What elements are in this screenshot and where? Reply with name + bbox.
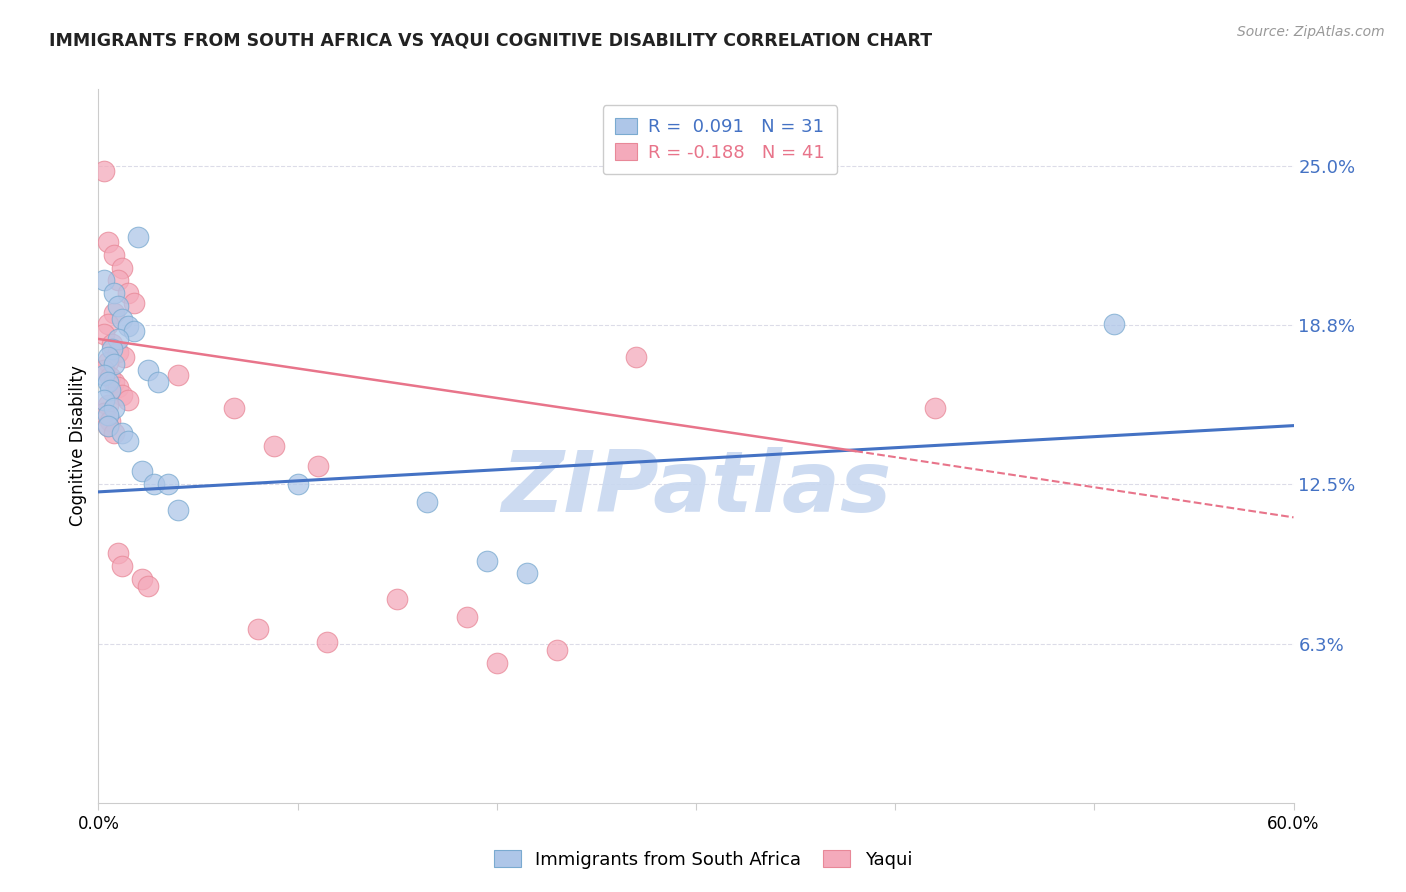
Point — [107, 546, 129, 560]
Point — [97, 418, 120, 433]
Legend: R =  0.091   N = 31, R = -0.188   N = 41: R = 0.091 N = 31, R = -0.188 N = 41 — [603, 105, 837, 175]
Point — [98, 383, 122, 397]
Point — [107, 273, 129, 287]
Text: IMMIGRANTS FROM SOUTH AFRICA VS YAQUI COGNITIVE DISABILITY CORRELATION CHART: IMMIGRANTS FROM SOUTH AFRICA VS YAQUI CO… — [49, 31, 932, 49]
Point — [117, 286, 139, 301]
Point — [103, 248, 125, 262]
Point — [97, 376, 120, 390]
Point — [485, 656, 508, 670]
Point — [93, 163, 115, 178]
Point — [111, 311, 134, 326]
Point — [93, 362, 115, 376]
Point — [107, 380, 129, 394]
Point — [103, 286, 125, 301]
Point — [136, 579, 159, 593]
Point — [112, 350, 135, 364]
Point — [131, 465, 153, 479]
Point — [97, 317, 120, 331]
Point — [111, 260, 134, 275]
Point — [97, 418, 120, 433]
Legend: Immigrants from South Africa, Yaqui: Immigrants from South Africa, Yaqui — [486, 843, 920, 876]
Point — [111, 426, 134, 441]
Point — [475, 554, 498, 568]
Point — [93, 406, 115, 420]
Point — [103, 376, 125, 390]
Y-axis label: Cognitive Disability: Cognitive Disability — [69, 366, 87, 526]
Point — [111, 558, 134, 573]
Point — [103, 306, 125, 320]
Point — [167, 502, 190, 516]
Point — [456, 609, 478, 624]
Point — [93, 273, 115, 287]
Point — [117, 393, 139, 408]
Point — [143, 477, 166, 491]
Point — [117, 319, 139, 334]
Point — [546, 643, 568, 657]
Point — [924, 401, 946, 415]
Point — [98, 370, 122, 384]
Point — [97, 235, 120, 249]
Point — [287, 477, 309, 491]
Point — [101, 342, 124, 356]
Point — [131, 572, 153, 586]
Point — [97, 350, 120, 364]
Point — [93, 368, 115, 382]
Point — [516, 566, 538, 581]
Point — [416, 495, 439, 509]
Point — [157, 477, 180, 491]
Point — [103, 358, 125, 372]
Point — [93, 326, 115, 341]
Point — [136, 362, 159, 376]
Point — [127, 230, 149, 244]
Point — [107, 299, 129, 313]
Point — [97, 409, 120, 423]
Point — [124, 296, 146, 310]
Point — [107, 332, 129, 346]
Point — [307, 459, 329, 474]
Point — [222, 401, 245, 415]
Point — [246, 623, 269, 637]
Point — [93, 393, 115, 408]
Point — [97, 398, 120, 412]
Point — [103, 426, 125, 441]
Point — [167, 368, 190, 382]
Point — [103, 401, 125, 415]
Point — [117, 434, 139, 448]
Point — [98, 413, 122, 427]
Point — [626, 350, 648, 364]
Point — [111, 388, 134, 402]
Point — [385, 591, 409, 606]
Point — [316, 635, 339, 649]
Point — [1104, 317, 1126, 331]
Point — [148, 376, 170, 390]
Point — [101, 337, 124, 351]
Point — [107, 344, 129, 359]
Point — [263, 439, 285, 453]
Point — [97, 355, 120, 369]
Point — [124, 324, 146, 338]
Text: Source: ZipAtlas.com: Source: ZipAtlas.com — [1237, 25, 1385, 39]
Text: ZIPatlas: ZIPatlas — [501, 447, 891, 531]
